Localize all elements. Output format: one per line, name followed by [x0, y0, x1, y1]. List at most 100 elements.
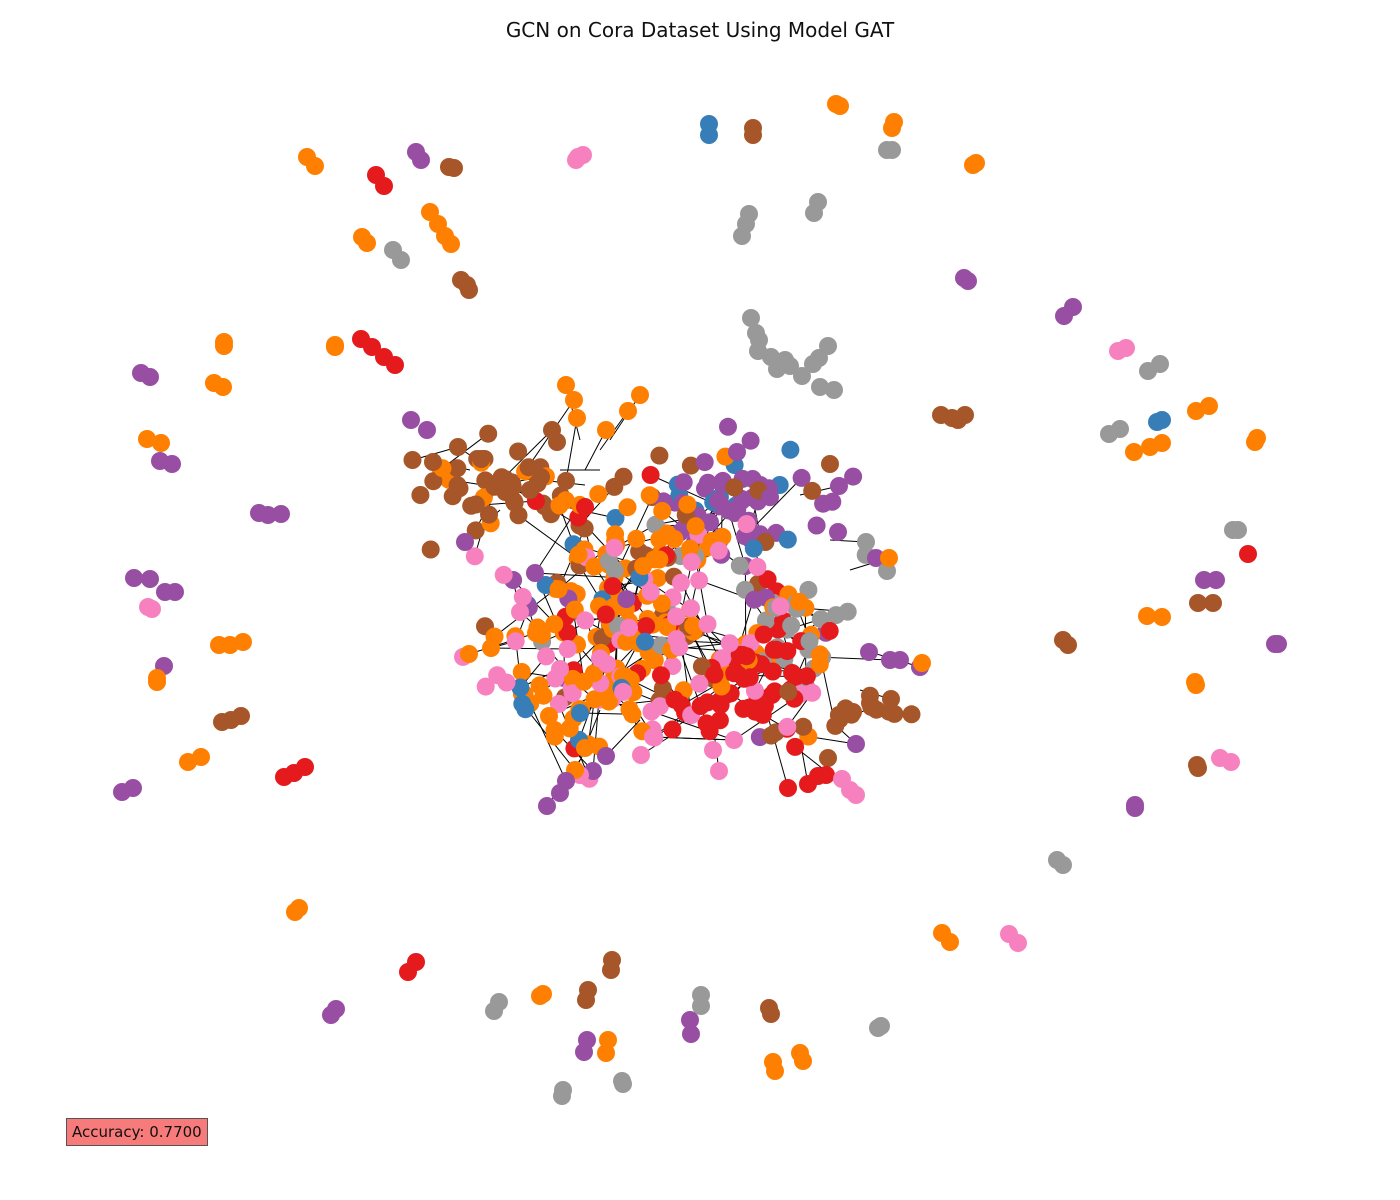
graph-node: [779, 779, 797, 797]
graph-node: [540, 707, 558, 725]
graph-node: [744, 539, 763, 558]
graph-node: [549, 580, 568, 599]
graph-node: [558, 623, 577, 642]
graph-node: [765, 682, 784, 701]
graph-node: [1059, 636, 1077, 654]
graph-node: [810, 655, 829, 674]
graph-node: [681, 456, 700, 475]
graph-node: [560, 719, 579, 738]
graph-node: [705, 665, 724, 684]
graph-node: [861, 694, 879, 712]
graph-node: [744, 126, 762, 144]
graph-node: [762, 1005, 780, 1023]
graph-node: [545, 615, 564, 634]
graph-node: [682, 1025, 700, 1043]
graph-node: [598, 654, 616, 673]
graph-node: [783, 664, 802, 682]
graph-node: [682, 553, 701, 571]
graph-node: [568, 409, 586, 427]
graph-node: [509, 442, 528, 461]
graph-node: [719, 417, 737, 436]
graph-node: [511, 603, 529, 621]
graph-node: [691, 697, 710, 715]
graph-node: [883, 119, 901, 137]
graph-node: [825, 381, 843, 399]
graph-node: [819, 749, 837, 767]
graph-node: [511, 678, 530, 697]
graph-node: [695, 453, 714, 472]
graph-node: [551, 660, 569, 678]
graph-node: [831, 97, 849, 115]
graph-node: [710, 711, 729, 730]
graph-node: [589, 485, 608, 504]
graph-node: [290, 899, 308, 917]
graph-node: [709, 491, 728, 510]
graph-node: [576, 739, 594, 757]
graph-node: [476, 677, 495, 696]
graph-node: [644, 728, 662, 746]
graph-node: [576, 611, 595, 630]
graph-node: [605, 477, 624, 496]
graph-node: [1138, 607, 1156, 625]
graph-node: [545, 727, 564, 746]
graph-node: [640, 486, 659, 505]
graph-node: [124, 779, 142, 797]
graph-node: [549, 694, 568, 713]
graph-node: [811, 378, 829, 396]
graph-node: [641, 466, 660, 484]
graph-node: [460, 281, 478, 299]
graph-node: [448, 459, 467, 478]
graph-node: [141, 570, 159, 588]
graph-node: [800, 632, 819, 651]
graph-node: [670, 638, 689, 657]
node-layer: [113, 95, 1287, 1105]
graph-node: [632, 746, 650, 764]
graph-node: [526, 564, 544, 582]
graph-node: [563, 684, 582, 703]
graph-node: [793, 367, 811, 385]
graph-node: [527, 624, 545, 642]
graph-node: [652, 594, 671, 613]
graph-node: [686, 517, 705, 536]
graph-node: [768, 360, 786, 378]
graph-node: [460, 645, 478, 663]
graph-node: [778, 642, 797, 661]
graph-node: [867, 549, 885, 567]
graph-node: [860, 643, 878, 661]
graph-node: [617, 632, 636, 651]
graph-node: [627, 529, 646, 548]
graph-node: [597, 1044, 615, 1062]
graph-edge: [652, 736, 735, 741]
graph-node: [602, 961, 620, 979]
graph-node: [141, 368, 159, 386]
graph-node: [530, 676, 549, 695]
graph-node: [565, 391, 583, 409]
graph-node: [465, 547, 484, 566]
graph-node: [412, 151, 430, 169]
graph-node: [557, 376, 575, 394]
graph-node: [684, 617, 703, 635]
graph-node: [959, 272, 977, 290]
graph-node: [665, 530, 684, 548]
graph-node: [259, 506, 277, 524]
graph-node: [272, 505, 290, 523]
graph-edge: [651, 711, 735, 741]
graph-node: [1200, 397, 1218, 415]
graph-node: [550, 496, 569, 515]
graph-node: [532, 468, 550, 486]
graph-node: [745, 590, 764, 609]
graph-node: [794, 1052, 812, 1070]
graph-node: [830, 477, 848, 495]
graph-node: [1125, 443, 1143, 461]
graph-node: [521, 481, 539, 499]
graph-node: [450, 479, 469, 498]
graph-node: [690, 571, 709, 590]
graph-node: [148, 673, 166, 691]
graph-node: [442, 235, 460, 253]
graph-node: [548, 433, 566, 451]
graph-node: [797, 667, 816, 686]
graph-node: [232, 707, 250, 725]
graph-node: [741, 431, 760, 450]
graph-node: [663, 720, 682, 739]
graph-node: [1111, 420, 1129, 438]
